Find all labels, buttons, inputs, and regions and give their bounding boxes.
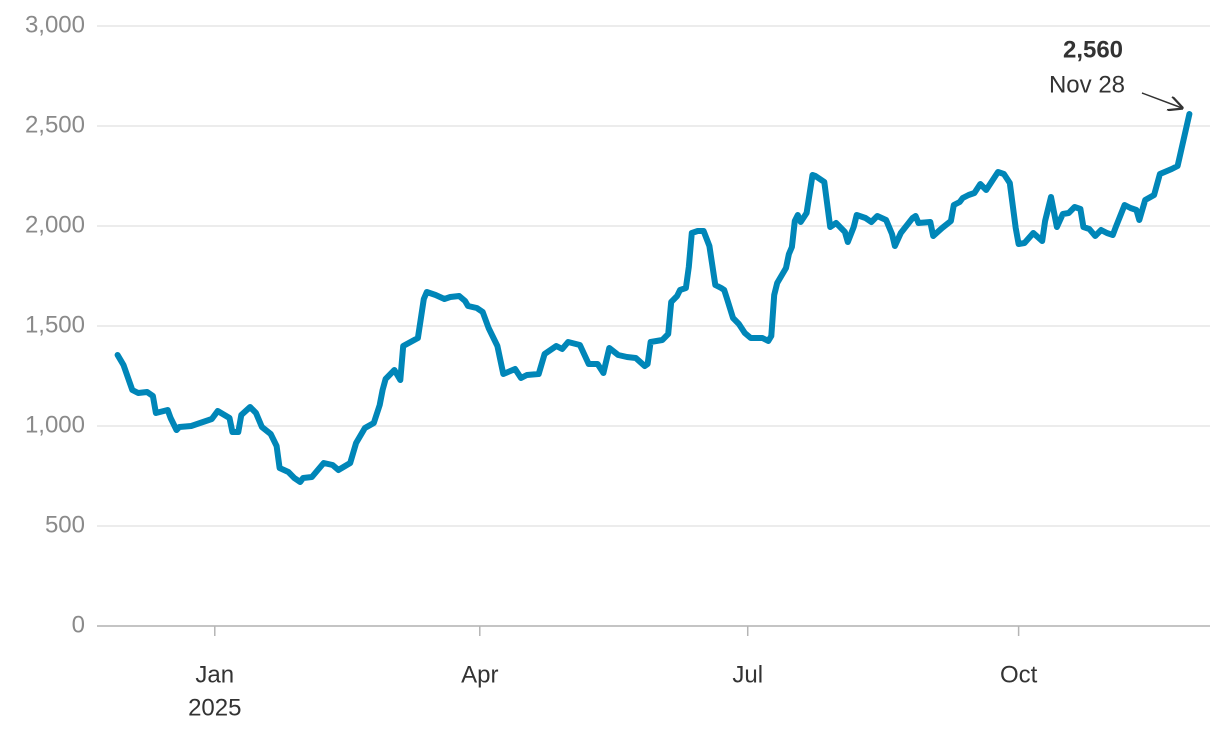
y-tick-label: 3,000	[25, 11, 85, 38]
x-tick-label: Jan	[195, 661, 234, 688]
x-tick-label: Oct	[1000, 661, 1038, 688]
y-tick-label: 500	[45, 511, 85, 538]
y-tick-label: 1,000	[25, 411, 85, 438]
annotation-date: Nov 28	[1049, 71, 1125, 98]
y-tick-label: 2,500	[25, 111, 85, 138]
price-line	[114, 111, 1193, 485]
annotation-arrow	[1141, 92, 1182, 108]
annotation-value: 2,560	[1063, 36, 1123, 63]
x-tick-label: Apr	[461, 661, 498, 688]
x-tick-sublabel: 2025	[188, 694, 241, 721]
y-tick-label: 1,500	[25, 311, 85, 338]
y-tick-label: 2,000	[25, 211, 85, 238]
y-tick-label: 0	[72, 611, 85, 638]
x-tick-label: Jul	[732, 661, 763, 688]
